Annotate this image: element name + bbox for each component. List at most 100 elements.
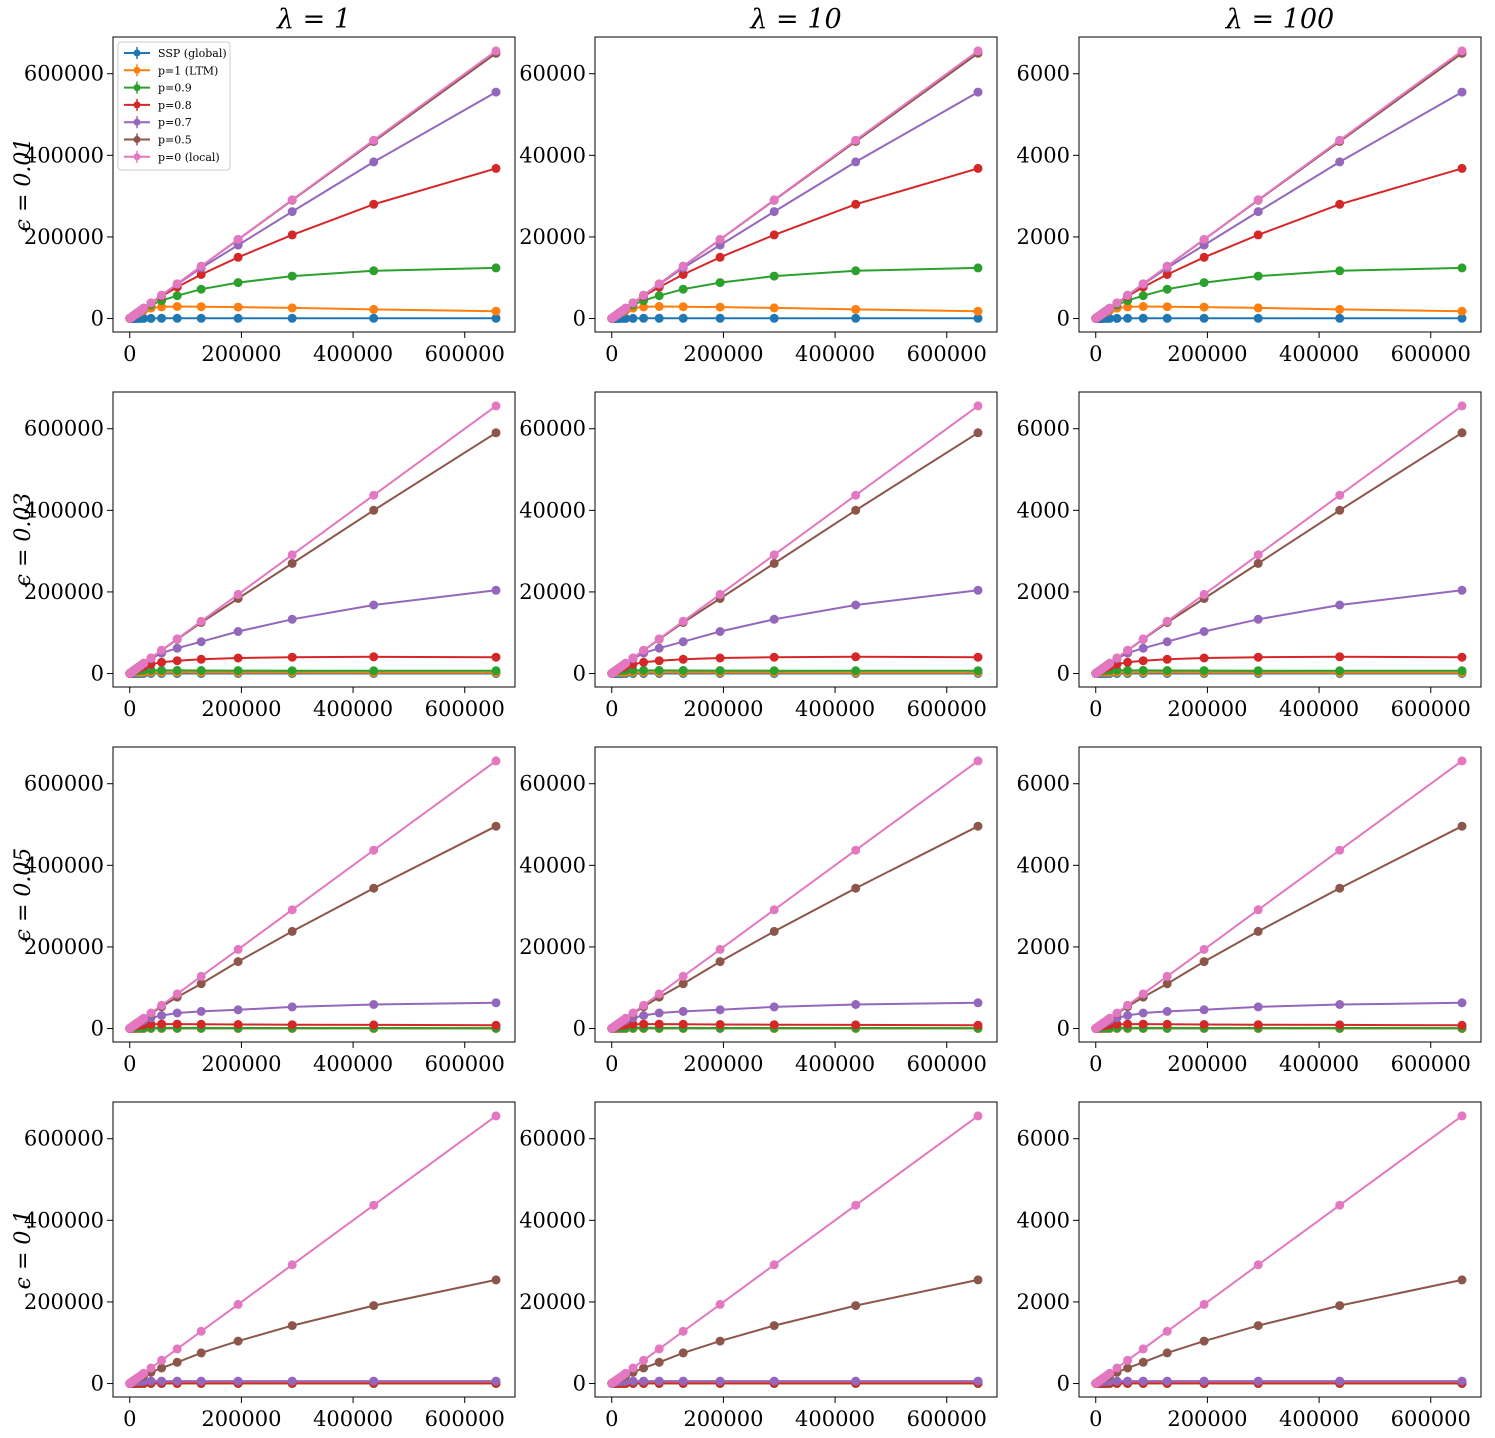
data-point-s6-19	[973, 1275, 983, 1285]
y-tick-label: 0	[1057, 662, 1070, 686]
data-point-s7-11	[1105, 658, 1115, 668]
data-point-s7-19	[973, 756, 983, 766]
data-point-s7-13	[1123, 645, 1133, 655]
data-point-s7-13	[1123, 290, 1133, 300]
data-point-s7-19	[1457, 756, 1467, 766]
series-line-6	[129, 825, 497, 1030]
data-point-s3-14	[172, 291, 182, 301]
data-point-s6-15	[1162, 1348, 1172, 1358]
legend-marker-2	[133, 66, 141, 74]
panel-r3-c2: 0 200000 400000 600000 0 20000 40000 60000	[519, 746, 998, 1076]
data-point-s1-18	[1335, 313, 1345, 323]
data-point-s7-17	[1253, 550, 1263, 560]
data-point-s7-12	[1112, 653, 1122, 663]
data-point-s5-18	[1335, 1376, 1345, 1386]
legend-marker-6	[133, 136, 141, 143]
panel-frame	[594, 36, 998, 333]
data-point-s3-16	[233, 666, 243, 676]
series-group	[125, 401, 501, 678]
data-point-s6-15	[196, 1348, 206, 1358]
data-point-s2-18	[851, 304, 861, 314]
data-point-s7-19	[973, 1111, 983, 1121]
legend-marker-4	[133, 101, 141, 109]
data-point-s4-19	[1457, 163, 1467, 173]
x-tick-label: 200000	[201, 1407, 281, 1431]
data-point-s5-19	[491, 87, 501, 97]
data-point-s7-11	[621, 1368, 631, 1378]
row-label-2: ϵ = 0.03	[11, 493, 36, 587]
data-point-s4-12	[1112, 1019, 1122, 1029]
data-point-s7-17	[1253, 195, 1263, 205]
data-point-s5-16	[715, 1376, 725, 1386]
series-line-6	[611, 825, 979, 1030]
data-point-s5-16	[233, 1376, 243, 1386]
data-point-s7-19	[1457, 46, 1467, 56]
data-point-s4-19	[491, 1020, 501, 1030]
data-point-s4-13	[1123, 657, 1133, 667]
x-tick-label: 0	[605, 697, 618, 721]
data-point-s7-15	[196, 971, 206, 981]
data-point-s6-18	[851, 1301, 861, 1311]
data-point-s3-18	[851, 666, 861, 676]
data-point-s7-15	[1162, 971, 1172, 981]
data-point-s5-15	[196, 637, 206, 647]
data-point-s6-19	[491, 428, 501, 438]
data-point-s3-19	[1457, 666, 1467, 676]
series-group	[1091, 46, 1467, 323]
data-point-s3-16	[715, 666, 725, 676]
data-point-s5-17	[1253, 1376, 1263, 1386]
data-point-s4-15	[678, 270, 688, 279]
data-point-s6-19	[973, 428, 983, 438]
y-tick-label: 4000	[1017, 853, 1070, 877]
y-tick-label: 200000	[24, 1290, 104, 1314]
data-point-s5-14	[654, 643, 664, 653]
series-line-6	[611, 431, 979, 675]
x-tick-label: 0	[1089, 697, 1102, 721]
y-tick-label: 600000	[24, 1127, 104, 1151]
x-tick-label: 600000	[907, 342, 987, 366]
data-point-s6-17	[287, 1321, 297, 1331]
data-point-s7-18	[369, 490, 379, 500]
data-point-s6-17	[1253, 1321, 1263, 1331]
data-point-s1-17	[1253, 313, 1263, 323]
data-point-s7-16	[715, 589, 725, 599]
data-point-s4-17	[769, 230, 779, 240]
data-point-s7-19	[491, 1111, 501, 1121]
data-point-s3-17	[1253, 666, 1263, 676]
data-point-s4-17	[1253, 1020, 1263, 1030]
data-point-s5-15	[1162, 1006, 1172, 1016]
data-point-s5-16	[1199, 627, 1209, 636]
data-point-s7-15	[678, 971, 688, 981]
panel-frame	[112, 746, 516, 1043]
legend-label-2: p=1 (LTM)	[158, 64, 218, 77]
x-tick-label: 0	[123, 697, 136, 721]
x-tick-label: 200000	[683, 697, 763, 721]
legend-label-3: p=0.9	[158, 82, 192, 95]
data-point-s4-15	[678, 654, 688, 664]
series-line-3	[1095, 1026, 1463, 1030]
y-tick-label: 0	[91, 1372, 104, 1396]
data-point-s7-12	[146, 1363, 156, 1373]
y-tick-label: 60000	[519, 417, 586, 441]
data-point-s4-16	[715, 1020, 725, 1029]
data-point-s5-15	[196, 1006, 206, 1016]
data-point-s4-18	[369, 1020, 379, 1030]
data-point-s7-19	[491, 401, 501, 411]
data-point-s4-14	[1138, 1019, 1148, 1029]
data-point-s3-14	[654, 291, 664, 301]
y-tick-label: 400000	[24, 1208, 104, 1232]
data-point-s5-14	[654, 1008, 664, 1018]
panel-r2-c2: 0 200000 400000 600000 0 20000 40000 60000	[519, 391, 998, 721]
data-point-s7-19	[973, 46, 983, 56]
data-point-s4-17	[769, 1020, 779, 1030]
data-point-s2-16	[1199, 302, 1209, 312]
data-point-s2-18	[1335, 304, 1345, 314]
column-title-2: λ = 10	[749, 4, 841, 35]
data-point-s2-18	[369, 304, 379, 314]
x-tick-label: 200000	[683, 1407, 763, 1431]
data-point-s7-11	[621, 303, 631, 313]
data-point-s7-13	[639, 1000, 649, 1010]
data-point-s4-16	[1199, 1020, 1209, 1029]
data-point-s5-16	[1199, 1376, 1209, 1386]
y-tick-label: 20000	[519, 580, 586, 604]
